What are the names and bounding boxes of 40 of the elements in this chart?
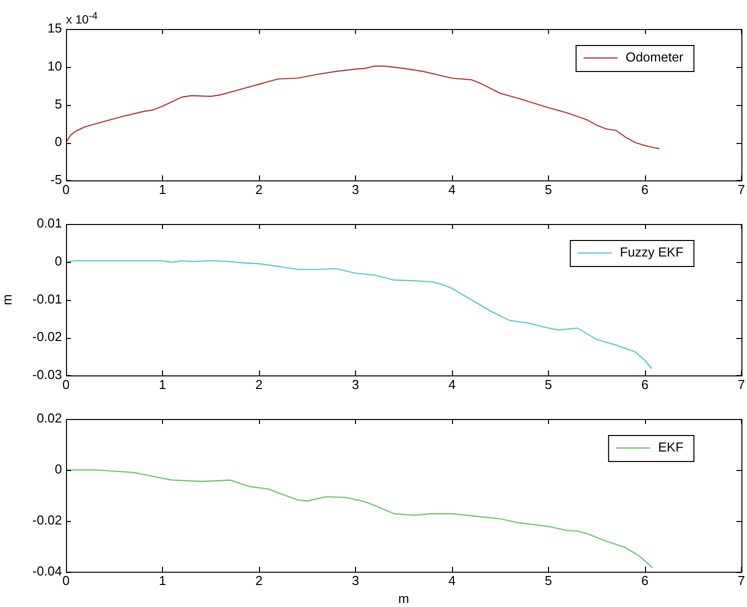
y-tick-label: -5 (50, 172, 62, 187)
x-tick-label: 2 (255, 573, 263, 588)
y-tick-label: 15 (48, 20, 62, 36)
y-tick-label: 0 (54, 134, 62, 150)
x-tick-label: 7 (738, 376, 745, 392)
x-tick-label: 3 (352, 182, 360, 197)
x-tick-label: 7 (738, 182, 745, 197)
y-tick-label: -0.03 (32, 366, 62, 382)
x-tick-label: 6 (641, 573, 649, 588)
x-tick-label: 5 (544, 573, 552, 588)
x-tick-label: 7 (738, 573, 745, 588)
y-tick-label: 0 (54, 462, 62, 477)
y-tick-label: 5 (54, 96, 62, 112)
x-tick-label: 2 (255, 376, 263, 392)
x-axis-title: m (398, 590, 410, 606)
y-tick-label: -0.01 (32, 291, 62, 306)
y-tick-label: 0.02 (36, 410, 62, 426)
x-tick-label: 6 (641, 376, 649, 392)
x-tick-label: 5 (544, 376, 552, 392)
x-tick-label: 4 (448, 376, 456, 392)
x-tick-label: 3 (352, 376, 360, 392)
x-tick-label: 3 (352, 573, 360, 588)
y-tick-label: 10 (48, 58, 62, 74)
y-axis-title: m (0, 294, 14, 306)
x-tick-label: 1 (158, 182, 166, 197)
x-tick-label: 1 (158, 376, 166, 392)
y-tick-label: -0.04 (32, 563, 62, 578)
y-tick-label: 0.01 (36, 216, 62, 231)
legend-label: EKF (658, 440, 684, 455)
legend-label: Fuzzy EKF (620, 244, 684, 260)
y-tick-label: -0.02 (32, 329, 62, 344)
y-tick-label: 0 (54, 253, 62, 268)
x-tick-label: 6 (641, 182, 649, 197)
x-tick-label: 4 (448, 182, 456, 197)
legend-label: Odometer (626, 50, 684, 65)
y-tick-label: -0.02 (32, 512, 62, 528)
x-tick-label: 5 (544, 182, 552, 197)
x-tick-label: 1 (158, 573, 166, 588)
x-tick-label: 2 (255, 182, 263, 197)
x-tick-label: 4 (448, 573, 456, 588)
